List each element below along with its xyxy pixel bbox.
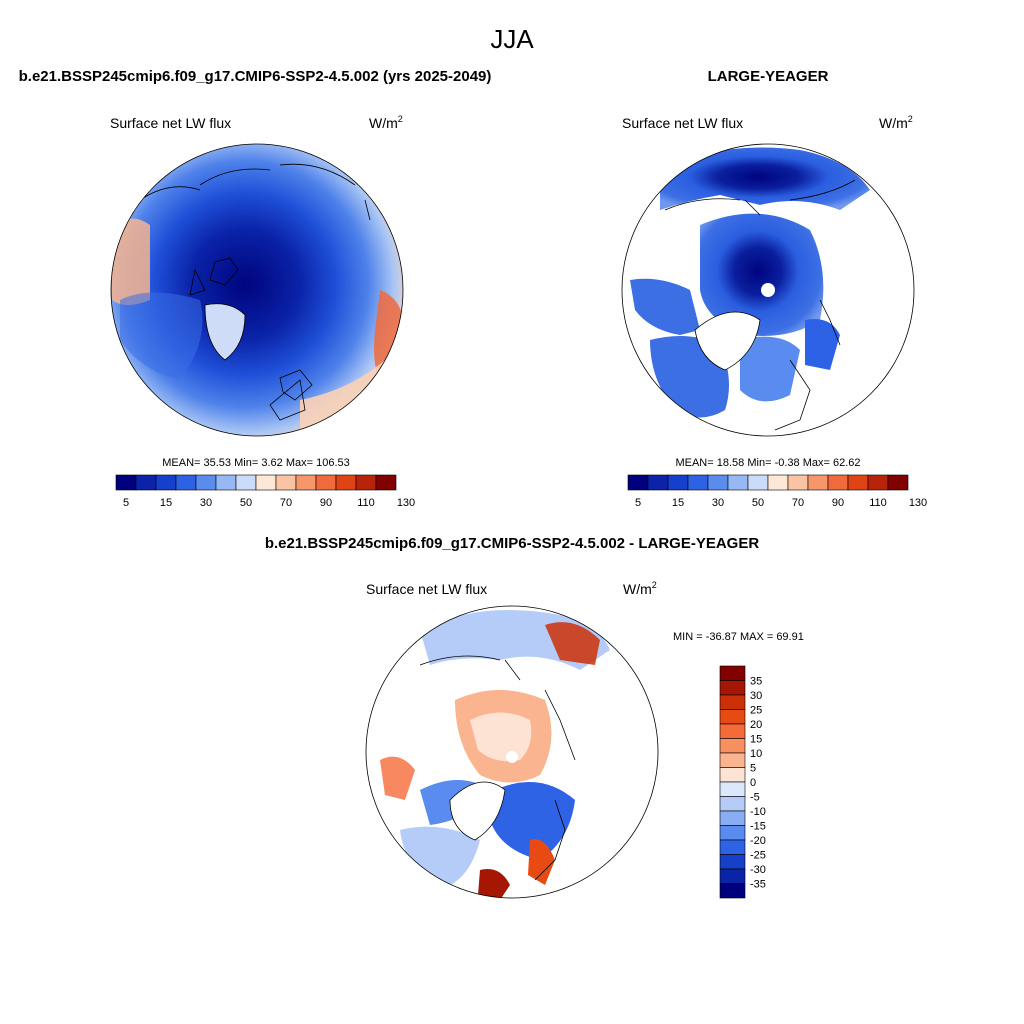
right-colorbar-tick-label: 30 (712, 497, 724, 509)
difference-colorbar-swatch (719, 810, 746, 826)
left-colorbar-tick-label: 130 (397, 497, 415, 509)
left-colorbar-swatch (375, 474, 397, 491)
right-colorbar-swatch (747, 474, 769, 491)
right-polar-map (622, 144, 914, 436)
difference-colorbar-swatch (719, 781, 746, 797)
right-colorbar-tick-label: 70 (792, 497, 804, 509)
left-colorbar-tick-label: 5 (123, 497, 129, 509)
difference-colorbar-tick-label: 0 (750, 777, 756, 789)
difference-colorbar-tick-label: -30 (750, 864, 766, 876)
difference-colorbar-tick-label: 10 (750, 748, 762, 760)
left-colorbar-swatch (195, 474, 217, 491)
difference-colorbar-tick-label: 15 (750, 734, 762, 746)
left-colorbar-tick-label: 50 (240, 497, 252, 509)
difference-colorbar-swatch (719, 854, 746, 870)
right-colorbar-swatch (687, 474, 709, 491)
right-colorbar-swatch (767, 474, 789, 491)
difference-colorbar-swatch (719, 796, 746, 812)
left-panel: b.e21.BSSP245cmip6.f09_g17.CMIP6-SSP2-4.… (19, 68, 492, 509)
difference-colorbar-swatch (719, 752, 746, 768)
difference-colorbar-tick-label: -5 (750, 792, 760, 804)
right-colorbar-swatch (707, 474, 729, 491)
difference-variable-label: Surface net LW flux (366, 581, 487, 597)
difference-panel: b.e21.BSSP245cmip6.f09_g17.CMIP6-SSP2-4.… (265, 535, 804, 899)
right-colorbar-swatch (807, 474, 829, 491)
difference-colorbar-tick-label: -15 (750, 821, 766, 833)
right-colorbar-tick-label: 110 (869, 497, 887, 509)
right-colorbar-tick-label: 130 (909, 497, 927, 509)
difference-minmax: MIN = -36.87 MAX = 69.91 (673, 631, 804, 643)
difference-colorbar-swatch (719, 738, 746, 754)
difference-units-label: W/m2 (623, 580, 657, 597)
season-title: JJA (490, 24, 534, 54)
right-colorbar: 5 15 30 50 70 90 110 130 (627, 474, 927, 509)
difference-panel-title: b.e21.BSSP245cmip6.f09_g17.CMIP6-SSP2-4.… (265, 535, 760, 552)
right-colorbar-swatch (887, 474, 909, 491)
right-colorbar-tick-label: 5 (635, 497, 641, 509)
left-colorbar-swatch (335, 474, 357, 491)
right-colorbar-swatch (727, 474, 749, 491)
right-colorbar-swatch (847, 474, 869, 491)
difference-colorbar-swatch (719, 883, 746, 899)
right-colorbar-swatch (827, 474, 849, 491)
right-colorbar-swatch (667, 474, 689, 491)
difference-colorbar-swatch (719, 694, 746, 710)
left-polar-map (111, 144, 403, 436)
difference-colorbar-tick-label: 5 (750, 763, 756, 775)
left-colorbar-swatch (255, 474, 277, 491)
right-units-label: W/m2 (879, 114, 913, 131)
left-colorbar-swatch (295, 474, 317, 491)
left-variable-label: Surface net LW flux (110, 115, 231, 131)
left-colorbar: 5 15 30 50 70 90 110 130 (115, 474, 415, 509)
right-stats: MEAN= 18.58 Min= -0.38 Max= 62.62 (675, 457, 860, 469)
left-colorbar-swatch (275, 474, 297, 491)
difference-colorbar-swatch (719, 825, 746, 841)
difference-colorbar-swatch (719, 839, 746, 855)
difference-polar-map (366, 606, 658, 898)
left-units-label: W/m2 (369, 114, 403, 131)
right-colorbar-swatch (787, 474, 809, 491)
right-variable-label: Surface net LW flux (622, 115, 743, 131)
left-colorbar-swatch (115, 474, 137, 491)
left-colorbar-swatch (315, 474, 337, 491)
difference-colorbar-tick-label: -20 (750, 835, 766, 847)
difference-colorbar: 35 30 25 20 15 10 5 0 -5 -10 -15 -20 -25 -30 -35 (719, 665, 766, 899)
right-colorbar-swatch (647, 474, 669, 491)
left-colorbar-tick-label: 70 (280, 497, 292, 509)
difference-colorbar-tick-label: 20 (750, 719, 762, 731)
left-colorbar-swatch (175, 474, 197, 491)
left-colorbar-swatch (215, 474, 237, 491)
difference-colorbar-swatch (719, 767, 746, 783)
difference-colorbar-tick-label: 25 (750, 705, 762, 717)
left-stats: MEAN= 35.53 Min= 3.62 Max= 106.53 (162, 457, 350, 469)
left-colorbar-tick-label: 30 (200, 497, 212, 509)
left-colorbar-tick-label: 15 (160, 497, 172, 509)
difference-colorbar-swatch (719, 723, 746, 739)
left-colorbar-tick-label: 110 (357, 497, 375, 509)
left-colorbar-swatch (355, 474, 377, 491)
difference-colorbar-swatch (719, 868, 746, 884)
difference-colorbar-tick-label: 30 (750, 690, 762, 702)
left-colorbar-swatch (235, 474, 257, 491)
difference-colorbar-swatch (719, 709, 746, 725)
right-colorbar-tick-label: 15 (672, 497, 684, 509)
right-colorbar-swatch (627, 474, 649, 491)
left-panel-title: b.e21.BSSP245cmip6.f09_g17.CMIP6-SSP2-4.… (19, 68, 492, 85)
difference-colorbar-swatch (719, 680, 746, 696)
difference-colorbar-tick-label: -10 (750, 806, 766, 818)
difference-colorbar-tick-label: -25 (750, 850, 766, 862)
left-colorbar-tick-label: 90 (320, 497, 332, 509)
difference-colorbar-tick-label: -35 (750, 879, 766, 891)
right-colorbar-tick-label: 50 (752, 497, 764, 509)
right-panel-title: LARGE-YEAGER (708, 68, 829, 85)
left-colorbar-swatch (135, 474, 157, 491)
right-colorbar-swatch (867, 474, 889, 491)
left-colorbar-swatch (155, 474, 177, 491)
difference-colorbar-swatch (719, 665, 746, 681)
right-colorbar-tick-label: 90 (832, 497, 844, 509)
right-panel: LARGE-YEAGER Surface net LW flux W/m2 ME… (621, 68, 927, 509)
difference-colorbar-tick-label: 35 (750, 676, 762, 688)
